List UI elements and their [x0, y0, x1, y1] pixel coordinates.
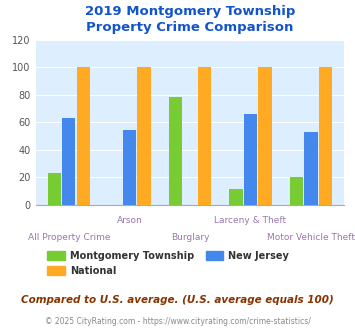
Bar: [304, 132, 318, 205]
Bar: [198, 67, 211, 205]
Bar: [62, 118, 76, 205]
Text: Compared to U.S. average. (U.S. average equals 100): Compared to U.S. average. (U.S. average …: [21, 295, 334, 305]
Bar: [77, 67, 90, 205]
Legend: Montgomery Township, National, New Jersey: Montgomery Township, National, New Jerse…: [48, 251, 289, 276]
Text: Larceny & Theft: Larceny & Theft: [214, 216, 286, 225]
Bar: [123, 130, 136, 205]
Bar: [169, 97, 182, 205]
Text: Arson: Arson: [116, 216, 142, 225]
Bar: [229, 189, 242, 205]
Text: All Property Crime: All Property Crime: [28, 233, 110, 242]
Bar: [258, 67, 272, 205]
Bar: [319, 67, 332, 205]
Bar: [137, 67, 151, 205]
Bar: [290, 177, 303, 205]
Bar: [48, 173, 61, 205]
Bar: [244, 114, 257, 205]
Text: Burglary: Burglary: [171, 233, 209, 242]
Title: 2019 Montgomery Township
Property Crime Comparison: 2019 Montgomery Township Property Crime …: [85, 5, 295, 34]
Text: © 2025 CityRating.com - https://www.cityrating.com/crime-statistics/: © 2025 CityRating.com - https://www.city…: [45, 317, 310, 326]
Text: Motor Vehicle Theft: Motor Vehicle Theft: [267, 233, 355, 242]
